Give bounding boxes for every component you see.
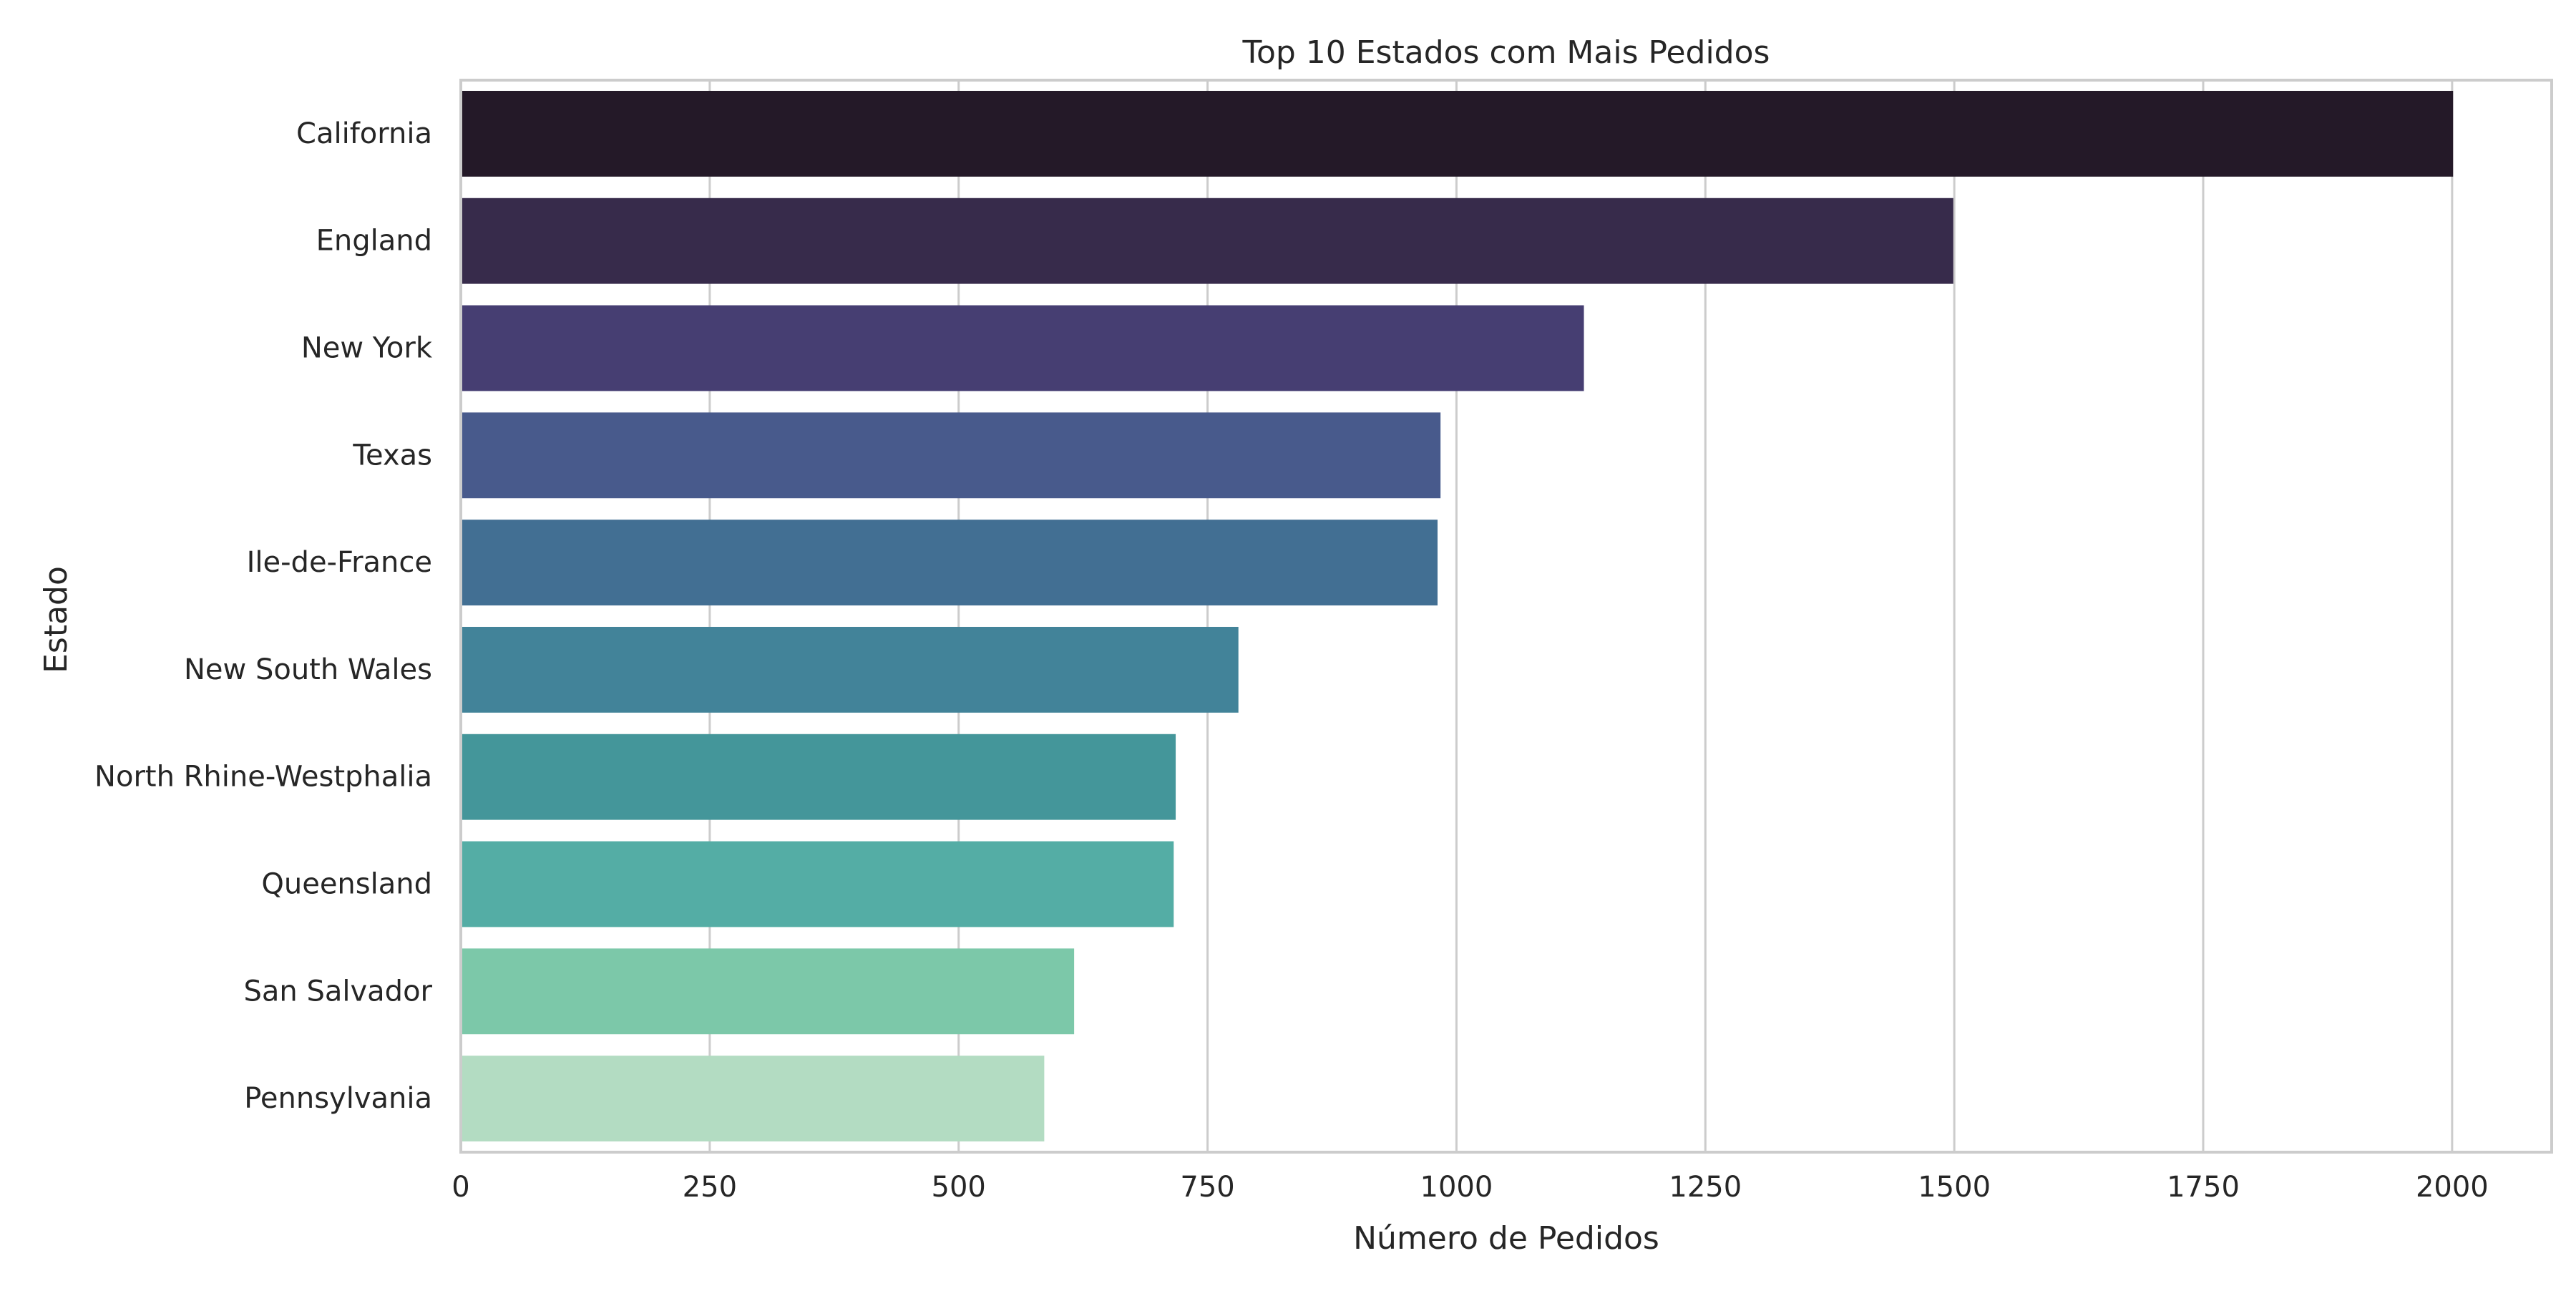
y-category-label: England bbox=[316, 225, 432, 258]
x-tick-labels: 0 250 500 750 1000 1250 1500 1750 2000 bbox=[452, 1171, 2488, 1204]
y-category-label: California bbox=[296, 117, 432, 150]
y-category-label: North Rhine-Westphalia bbox=[94, 761, 432, 794]
x-tick-label: 1750 bbox=[2167, 1171, 2240, 1204]
y-category-label: New York bbox=[301, 332, 433, 365]
bar bbox=[461, 841, 1174, 927]
plot-frame bbox=[459, 79, 2553, 1154]
bar bbox=[461, 948, 1075, 1035]
x-tick-label: 500 bbox=[932, 1171, 986, 1204]
y-category-label: San Salvador bbox=[244, 975, 433, 1008]
bar bbox=[461, 412, 1441, 499]
bars bbox=[461, 90, 2454, 1142]
x-axis-title: Número de Pedidos bbox=[1353, 1220, 1659, 1257]
y-category-label: Ile-de-France bbox=[247, 546, 432, 579]
bar bbox=[461, 305, 1584, 391]
x-tick-label: 1250 bbox=[1669, 1171, 1742, 1204]
y-axis-title: Estado bbox=[38, 566, 74, 673]
chart-title: Top 10 Estados com Mais Pedidos bbox=[1242, 34, 1770, 71]
bar bbox=[461, 90, 2454, 177]
x-tick-label: 250 bbox=[683, 1171, 737, 1204]
bar bbox=[461, 520, 1438, 606]
y-category-label: Queensland bbox=[261, 868, 432, 901]
bar bbox=[461, 734, 1176, 820]
bar bbox=[461, 626, 1239, 713]
x-tick-label: 1500 bbox=[1918, 1171, 1991, 1204]
bar bbox=[461, 198, 1953, 284]
x-tick-label: 2000 bbox=[2416, 1171, 2489, 1204]
bar bbox=[461, 1056, 1045, 1142]
y-category-label: New South Wales bbox=[184, 653, 432, 686]
y-category-label: Pennsylvania bbox=[244, 1082, 432, 1115]
x-tick-label: 0 bbox=[452, 1171, 469, 1204]
y-category-labels: California England New York Texas Ile-de-Fra… bbox=[94, 117, 433, 1115]
y-category-label: Texas bbox=[352, 439, 432, 472]
x-tick-label: 1000 bbox=[1420, 1171, 1493, 1204]
x-tick-label: 750 bbox=[1180, 1171, 1234, 1204]
